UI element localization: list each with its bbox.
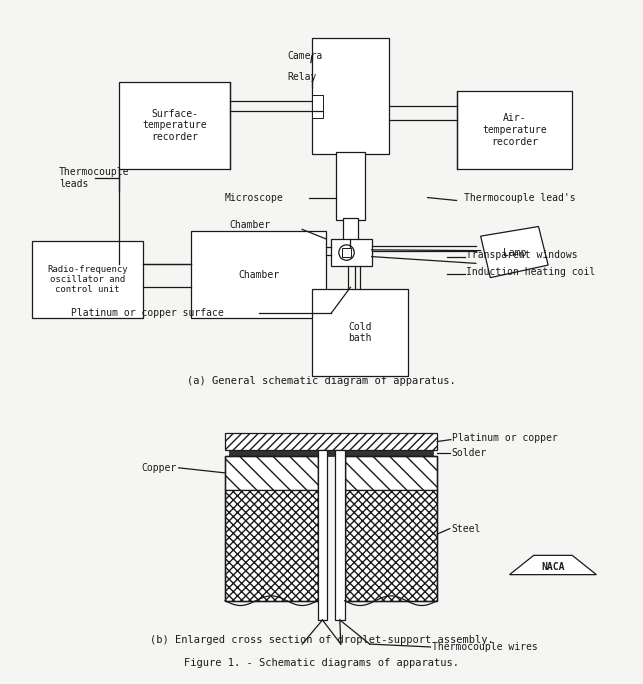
Bar [345,456,437,490]
Bar [457,92,572,169]
Bar [343,218,358,247]
Text: Microscope: Microscope [225,193,284,202]
Text: Radio-frequency
oscillator and
control unit: Radio-frequency oscillator and control u… [48,265,128,294]
Text: Cold
bath: Cold bath [349,321,372,343]
Bar [312,95,323,118]
Text: Solder: Solder [451,448,487,458]
Text: Copper: Copper [141,463,177,473]
Circle shape [339,245,354,261]
Text: Relay: Relay [288,72,317,82]
Text: Surface-
temperature
recorder: Surface- temperature recorder [142,109,207,142]
Text: Camera: Camera [288,51,323,61]
Bar [312,289,408,376]
Bar [225,433,437,450]
Bar [225,456,318,490]
Polygon shape [510,555,597,575]
Text: Lamp: Lamp [503,248,526,258]
Text: Chamber: Chamber [239,269,279,280]
Bar [318,450,327,620]
Bar [192,231,326,318]
Text: Chamber: Chamber [230,220,271,230]
Bar [225,456,318,601]
Polygon shape [481,226,548,278]
Bar [336,153,365,220]
Text: Thermocouple lead's: Thermocouple lead's [464,193,576,202]
Bar [335,450,345,620]
Text: Steel: Steel [451,523,481,534]
Bar [341,248,351,257]
Bar [32,241,143,318]
Bar [229,450,433,456]
Text: Thermocouple wires: Thermocouple wires [432,642,538,652]
Text: Induction heating coil: Induction heating coil [466,267,595,277]
Text: Transparent windows: Transparent windows [466,250,578,261]
Bar [345,456,437,601]
Text: Platinum or copper: Platinum or copper [451,433,557,443]
Text: (a) General schematic diagram of apparatus.: (a) General schematic diagram of apparat… [187,376,456,386]
Bar [119,82,230,169]
Text: (b) Enlarged cross section of droplet-support assembly.: (b) Enlarged cross section of droplet-su… [150,635,493,646]
Text: Figure 1. - Schematic diagrams of apparatus.: Figure 1. - Schematic diagrams of appara… [184,657,459,668]
Bar [312,38,389,154]
Text: Thermocouple
leads: Thermocouple leads [59,168,130,189]
Text: NACA: NACA [541,562,565,572]
Bar [345,490,437,601]
Text: Platinum or copper surface: Platinum or copper surface [71,308,224,318]
Bar [331,239,372,266]
Bar [225,490,318,601]
Text: Air-
temperature
recorder: Air- temperature recorder [482,114,547,146]
